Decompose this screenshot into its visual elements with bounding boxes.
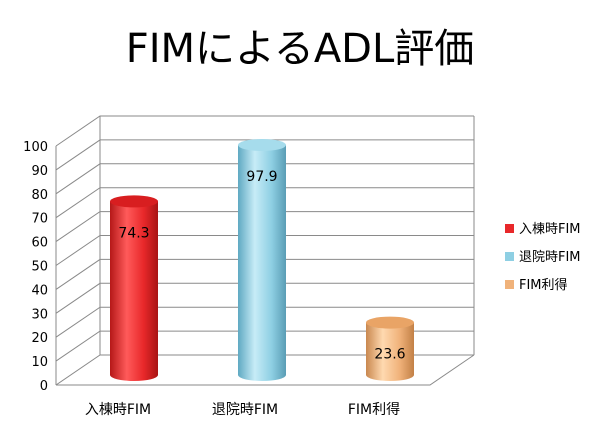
- y-tick-label: 20: [31, 331, 48, 346]
- bar-top: [110, 195, 158, 208]
- y-tick-label: 40: [31, 283, 48, 298]
- bar: [366, 316, 414, 381]
- y-tick-label: 0: [40, 379, 48, 394]
- bars: 74.3 97.9 23.6: [110, 139, 414, 381]
- bar: [110, 195, 158, 381]
- y-tick-label: 90: [31, 164, 48, 179]
- y-tick-label: 10: [31, 355, 48, 370]
- bar-top: [366, 316, 414, 329]
- bar-top: [238, 139, 286, 152]
- legend-swatch: [505, 224, 514, 233]
- data-label: 97.9: [246, 169, 277, 185]
- chart-title: FIMによるADL評価: [125, 26, 475, 72]
- x-tick-label: FIM利得: [348, 401, 400, 418]
- legend-label: FIM利得: [519, 277, 568, 293]
- y-tick-label: 60: [31, 236, 48, 251]
- bar-body: [366, 322, 414, 381]
- y-tick-label: 80: [31, 188, 48, 203]
- x-axis-labels: 入棟時FIM 退院時FIM FIM利得: [85, 401, 400, 418]
- bar-body: [110, 201, 158, 381]
- legend-swatch: [505, 252, 514, 261]
- legend-swatch: [505, 280, 514, 289]
- y-axis: 0 10 20 30 40 50 60 70 80 90 100: [23, 140, 48, 394]
- bar-body: [238, 145, 286, 381]
- legend: 入棟時FIM 退院時FIM FIM利得: [505, 222, 581, 293]
- grid-lines: [55, 115, 475, 386]
- x-tick-label: 退院時FIM: [212, 402, 278, 418]
- data-label: 74.3: [118, 225, 149, 241]
- y-tick-label: 30: [31, 307, 48, 322]
- data-label: 23.6: [374, 347, 405, 363]
- legend-label: 入棟時FIM: [519, 222, 581, 237]
- y-tick-label: 50: [31, 260, 48, 275]
- bar: [238, 139, 286, 381]
- y-tick-label: 100: [23, 140, 48, 155]
- y-tick-label: 70: [31, 212, 48, 227]
- legend-label: 退院時FIM: [519, 250, 581, 265]
- x-tick-label: 入棟時FIM: [85, 402, 151, 418]
- floor-edge: [56, 354, 475, 386]
